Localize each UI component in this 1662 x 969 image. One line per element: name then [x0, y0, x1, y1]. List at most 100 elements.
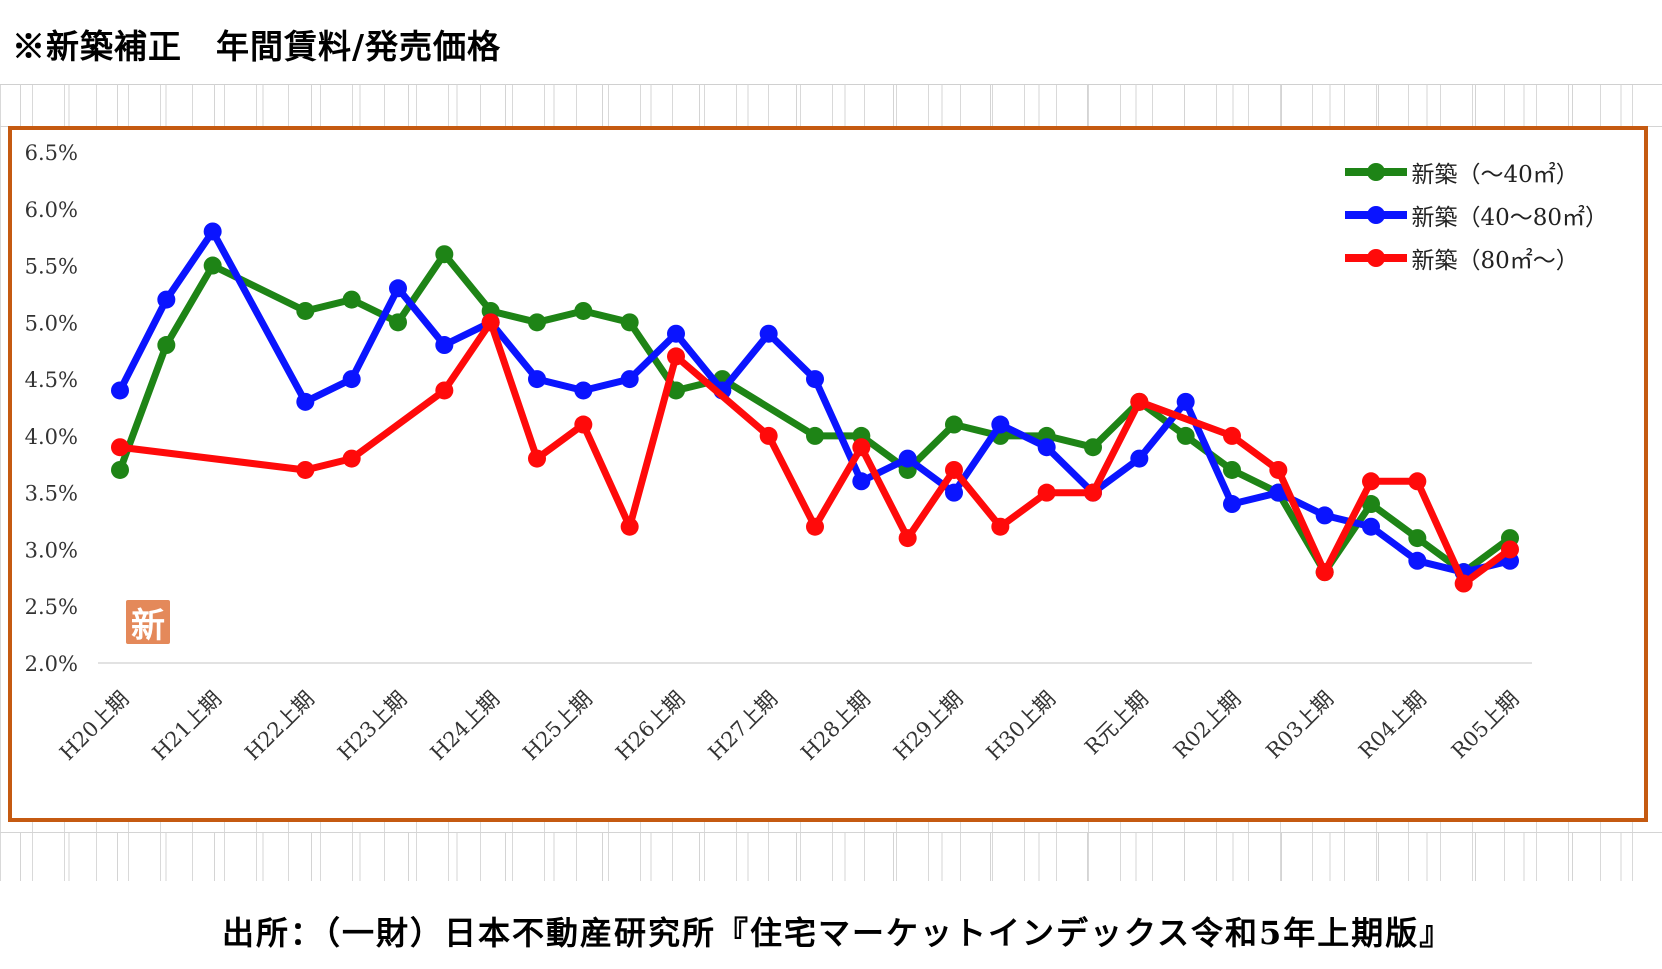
x-tick-label: R04上期 [1354, 687, 1431, 764]
series-3-point [481, 313, 500, 332]
y-tick-label: 5.5% [25, 255, 78, 279]
source-band [0, 881, 1662, 969]
series-3-point [528, 449, 546, 468]
title-band [0, 0, 1662, 85]
series-2-point [1362, 517, 1380, 536]
series-3-point [852, 438, 871, 457]
series-3-point [1223, 426, 1241, 445]
series-1-point [203, 256, 222, 275]
series-1-point [1362, 495, 1380, 514]
series-3-point [1315, 563, 1334, 582]
series-2-point [806, 370, 824, 389]
series-1-point [620, 313, 639, 332]
x-tick-label: R03上期 [1261, 687, 1338, 764]
series-2-point [898, 449, 917, 468]
x-tick-label: R02上期 [1169, 687, 1246, 764]
series-2-point [1130, 449, 1149, 468]
chart-legend: 新築（～40㎡） 新築（40～80㎡） 新築（80㎡～） [1345, 150, 1608, 279]
series-1-point [574, 301, 593, 320]
series-1-point [435, 245, 454, 264]
series-1-point [296, 301, 315, 320]
series-3-point [759, 426, 778, 445]
series-1-point [1223, 460, 1241, 479]
series-2-point [203, 222, 222, 241]
series-2-point [157, 290, 176, 309]
legend-label-series-3: 新築（80㎡～） [1411, 247, 1579, 274]
series-2-point [945, 483, 963, 502]
y-tick-label: 3.0% [25, 538, 78, 562]
series-3-point [1362, 472, 1380, 491]
y-tick-label: 3.5% [25, 482, 78, 506]
series-2-point [389, 279, 407, 298]
x-tick-label: R05上期 [1447, 687, 1524, 764]
y-tick-label: 4.0% [25, 425, 78, 449]
series-2-point [1315, 506, 1334, 525]
legend-item-series-3: 新築（80㎡～） [1345, 236, 1608, 279]
series-1-point [157, 336, 176, 355]
series-1-point [342, 290, 361, 309]
series-3-point [1084, 483, 1102, 502]
x-tick-label: H27上期 [704, 687, 783, 766]
y-tick-label: 6.0% [25, 198, 78, 222]
series-3-point [342, 449, 361, 468]
page-title: ※新築補正 年間賃料/発売価格 [12, 27, 502, 66]
series-1-point [806, 426, 824, 445]
series-3-point [296, 460, 315, 479]
legend-item-series-1: 新築（～40㎡） [1345, 150, 1608, 193]
series-3-point [667, 347, 685, 366]
series-3-point [111, 438, 129, 457]
y-tick-label: 4.5% [25, 368, 78, 392]
x-tick-label: H26上期 [611, 687, 690, 766]
series-2-point [296, 392, 315, 411]
source-note: 出所：（一財）日本不動産研究所『住宅マーケットインデックス令和5年上期版』 [222, 914, 1454, 952]
series-2-point [528, 370, 546, 389]
series-1-point [111, 460, 129, 479]
y-tick-label: 2.0% [25, 652, 78, 676]
x-tick-label: H25上期 [518, 687, 597, 766]
x-tick-label: H29上期 [889, 687, 968, 766]
series-3-point [1454, 574, 1473, 593]
series-2-point [574, 381, 593, 400]
series-2-point [852, 472, 871, 491]
series-1-point [1176, 426, 1195, 445]
sheet-cells-bottom [0, 832, 1662, 882]
series-3-point [435, 381, 454, 400]
y-tick-label: 2.5% [25, 595, 78, 619]
series-3-point [1130, 392, 1149, 411]
series-2-point [667, 324, 685, 343]
x-tick-label: H30上期 [982, 687, 1061, 766]
series-2-point [111, 381, 129, 400]
series-2-point [759, 324, 778, 343]
series-3-point [945, 460, 963, 479]
legend-swatch-blue [1345, 205, 1408, 224]
series-1-point [389, 313, 407, 332]
x-tick-label: H21上期 [148, 687, 227, 766]
y-tick-label: 6.5% [25, 141, 78, 165]
series-3-point [806, 517, 824, 536]
series-line-3 [116, 318, 1514, 587]
series-1-point [1084, 438, 1102, 457]
series-2-point [1037, 438, 1056, 457]
legend-label-series-2: 新築（40～80㎡） [1411, 204, 1608, 231]
series-3-point [1501, 540, 1519, 559]
series-2-point [991, 415, 1010, 434]
series-2-point [1408, 551, 1427, 570]
new-build-stamp: 新 [126, 600, 170, 646]
x-tick-label: H23上期 [333, 687, 412, 766]
series-2-point [620, 370, 639, 389]
series-3-point [898, 529, 917, 548]
x-tick-label: H22上期 [240, 687, 319, 766]
series-3-point [1269, 460, 1288, 479]
series-3-point [1037, 483, 1056, 502]
x-tick-label: H28上期 [796, 687, 875, 766]
series-3-point [1408, 472, 1427, 491]
x-tick-label: H20上期 [55, 687, 134, 766]
series-2-point [435, 336, 454, 355]
sheet-cells-top [0, 84, 1662, 127]
series-1-point [528, 313, 546, 332]
series-3-point [991, 517, 1010, 536]
legend-label-series-1: 新築（～40㎡） [1411, 161, 1579, 188]
series-2-point [1176, 392, 1195, 411]
legend-item-series-2: 新築（40～80㎡） [1345, 193, 1608, 236]
